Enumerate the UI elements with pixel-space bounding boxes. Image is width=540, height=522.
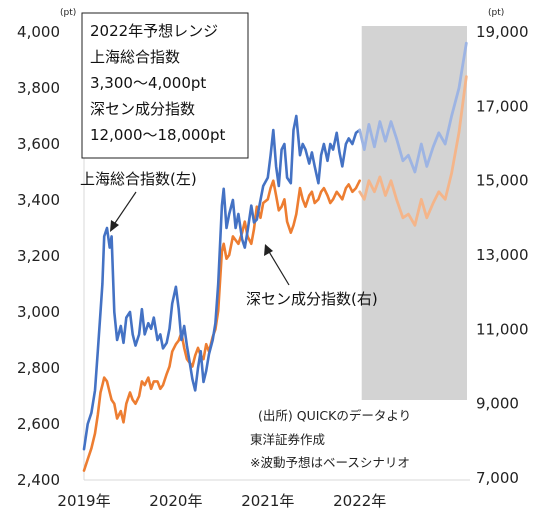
shanghai-series-line (82, 114, 362, 451)
right-axis-ticks: 19,000 17,000 15,000 13,000 11,000 9,000 7,000 (476, 23, 529, 487)
shanghai-forecast-line (358, 41, 468, 174)
right-tick-label: 13,000 (476, 246, 529, 264)
right-tick-label: 11,000 (476, 320, 529, 338)
range-box-line-3: 3,300～4,000pt (90, 74, 206, 92)
x-tick-label: 2021年 (241, 492, 294, 510)
x-tick-label: 2020年 (149, 492, 202, 510)
shanghai-arrowhead (110, 220, 119, 232)
source-line-3: ※波動予想はベースシナリオ (250, 455, 410, 470)
range-box-line-4: 深セン成分指数 (90, 100, 195, 118)
series-layer (82, 41, 468, 472)
left-tick-label: 4,000 (17, 23, 60, 41)
range-box (81, 12, 249, 159)
left-axis-unit: (pt) (60, 8, 76, 18)
left-tick-label: 2,800 (17, 359, 60, 377)
source-line-2: 東洋証券作成 (250, 432, 325, 447)
left-tick-label: 3,600 (17, 135, 60, 153)
shanghai-label: 上海総合指数(左) (80, 170, 197, 188)
x-tick-label: 2019年 (57, 492, 110, 510)
range-box-line-2: 上海総合指数 (90, 48, 180, 66)
x-axis-ticks: 2019年 2020年 2021年 2022年 (57, 492, 386, 510)
shenzhen-arrowhead (264, 244, 273, 256)
right-tick-label: 9,000 (476, 395, 519, 413)
right-tick-label: 7,000 (476, 469, 519, 487)
source-line-1: (出所) QUICKのデータより (258, 408, 411, 423)
left-tick-label: 3,400 (17, 191, 60, 209)
left-tick-label: 3,200 (17, 247, 60, 265)
right-axis-unit: (pt) (488, 8, 504, 18)
left-tick-label: 2,400 (17, 471, 60, 489)
shenzhen-forecast-line (358, 75, 468, 227)
shanghai-arrow (112, 191, 137, 227)
right-tick-label: 17,000 (476, 97, 529, 115)
shenzhen-series-line (82, 179, 362, 472)
range-box-line-1: 2022年予想レンジ (90, 22, 218, 40)
left-tick-label: 3,000 (17, 303, 60, 321)
x-tick-label: 2022年 (333, 492, 386, 510)
forecast-region (361, 26, 467, 400)
left-tick-label: 3,800 (17, 79, 60, 97)
right-tick-label: 15,000 (476, 172, 529, 190)
shenzhen-arrow (267, 249, 290, 286)
left-axis-ticks: 4,000 3,800 3,600 3,400 3,200 3,000 2,800 2,600… (17, 23, 60, 489)
right-tick-label: 19,000 (476, 23, 529, 41)
left-tick-label: 2,600 (17, 415, 60, 433)
range-box-line-5: 12,000～18,000pt (90, 126, 225, 144)
shenzhen-label: 深セン成分指数(右) (246, 290, 378, 308)
